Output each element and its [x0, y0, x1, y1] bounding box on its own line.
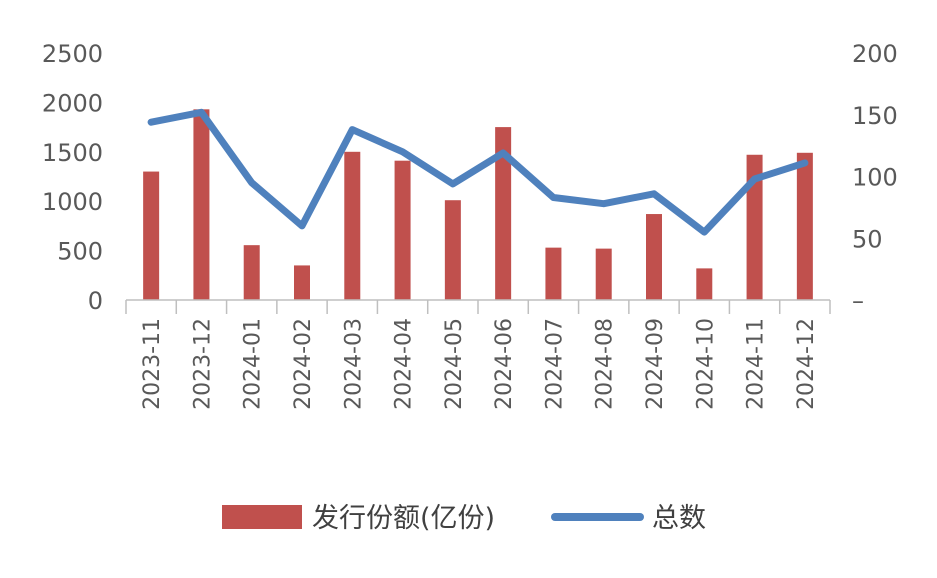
bar-2024-06	[495, 127, 512, 300]
x-tick-label: 2024-05	[442, 318, 467, 410]
bar-2024-01	[243, 245, 260, 300]
y-right-tick-label: 50	[852, 225, 883, 253]
x-tick-label: 2024-12	[794, 318, 819, 410]
bar-2024-08	[595, 248, 612, 300]
x-tick-label: 2023-11	[140, 318, 165, 410]
legend-bar-label: 发行份额(亿份)	[312, 503, 495, 534]
line-total	[147, 108, 809, 236]
y-right-tick-label: 150	[852, 102, 898, 130]
x-tick-labels: 2023-11 2023-12 2024-01 2024-02 2024-03 2024-…	[140, 318, 819, 410]
y-left-tick-label: 2500	[42, 40, 103, 68]
bar-2023-11	[143, 171, 160, 300]
x-tick-label: 2024-11	[744, 318, 769, 410]
y-left-tick-label: 1500	[42, 139, 103, 167]
x-tick-label: 2024-03	[341, 318, 366, 410]
bar-series	[143, 109, 813, 300]
bar-2024-11	[746, 154, 763, 300]
bar-2024-03	[344, 151, 361, 300]
legend: 发行份额(亿份) 总数	[222, 503, 706, 534]
left-y-axis: 0 500 1000 1500 2000 2500	[42, 40, 103, 315]
y-right-tick-label: 100	[852, 164, 898, 192]
x-axis	[125, 299, 831, 314]
y-left-tick-label: 1000	[42, 188, 103, 216]
bar-2024-07	[545, 247, 562, 300]
x-tick-label: 2024-01	[241, 318, 266, 410]
legend-line-label: 总数	[652, 503, 706, 534]
legend-bar-swatch	[222, 505, 302, 529]
x-tick-label: 2024-04	[392, 318, 417, 410]
y-right-tick-label: –	[852, 287, 864, 315]
y-right-tick-label: 200	[852, 40, 898, 68]
y-left-tick-label: 2000	[42, 89, 103, 117]
x-tick-label: 2024-02	[291, 318, 316, 410]
bar-2024-02	[294, 265, 310, 300]
right-y-axis: – 50 100 150 200	[852, 40, 898, 315]
line-series	[147, 108, 809, 236]
bar-2024-10	[696, 268, 713, 300]
y-left-tick-label: 500	[57, 238, 103, 266]
y-left-tick-label: 0	[88, 287, 103, 315]
x-tick-label: 2024-07	[542, 318, 567, 410]
x-tick-label: 2023-12	[190, 318, 215, 410]
bar-2024-09	[646, 214, 662, 300]
bar-2024-04	[394, 160, 411, 300]
x-tick-label: 2024-08	[593, 318, 618, 410]
bar-2023-12	[193, 109, 210, 300]
bar-2024-12	[796, 152, 813, 300]
x-tick-label: 2024-09	[643, 318, 668, 410]
x-tick-label: 2024-10	[693, 318, 718, 410]
x-tick-label: 2024-06	[492, 318, 517, 410]
bar-2024-05	[444, 200, 461, 300]
